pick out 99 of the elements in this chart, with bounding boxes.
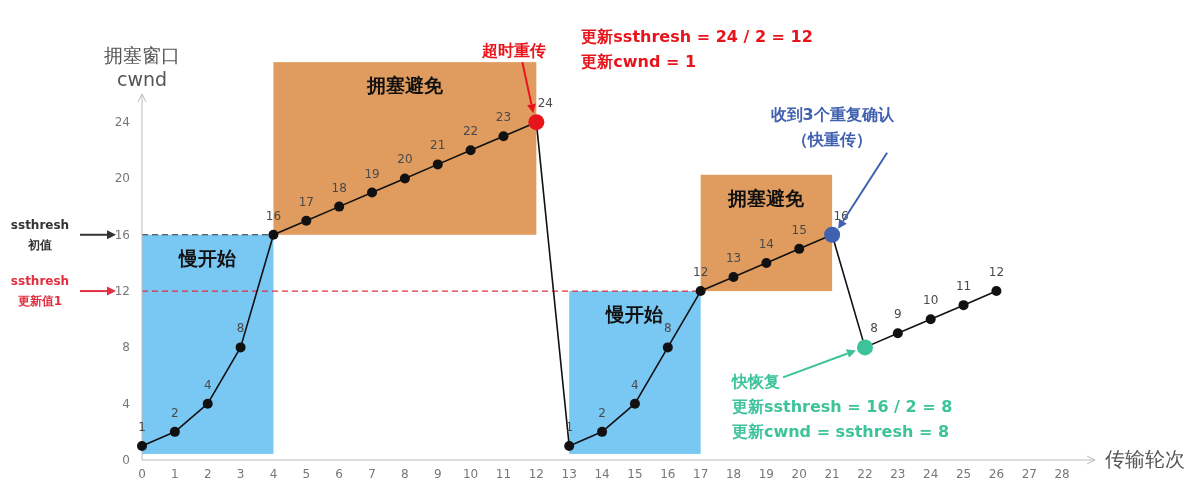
- point: [794, 243, 805, 254]
- point: [695, 286, 706, 297]
- x-tick-label: 13: [561, 467, 577, 481]
- point: [662, 342, 673, 353]
- annotation: 更新ssthresh = 16 / 2 = 8: [731, 397, 953, 417]
- y-tick-label: 8: [122, 340, 130, 355]
- point: [925, 314, 936, 325]
- text: 更新ssthresh = 24 / 2 = 12: [581, 27, 813, 47]
- x-tick-label: 16: [660, 467, 676, 481]
- data-label: 24: [537, 96, 553, 111]
- point: [991, 286, 1002, 297]
- data-label: 1: [565, 419, 574, 434]
- point: [564, 440, 575, 451]
- x-tick-label: 2: [203, 467, 212, 481]
- band-label: 慢开始: [605, 303, 665, 326]
- x-tick-label: 15: [627, 467, 643, 481]
- data-label: 4: [203, 377, 212, 392]
- x-tick-label: 21: [824, 467, 840, 481]
- data-label: 12: [988, 265, 1005, 280]
- point: [334, 201, 345, 212]
- point: [367, 187, 378, 198]
- x-tick-label: 23: [890, 467, 906, 481]
- point: [958, 300, 969, 311]
- data-label: 21: [430, 138, 446, 153]
- point: [399, 173, 410, 184]
- annotation: 快恢复: [730, 372, 780, 392]
- x-tick-label: 1: [171, 467, 179, 481]
- point: [892, 328, 903, 339]
- data-label: 1: [138, 419, 146, 434]
- x-tick-label: 27: [1021, 467, 1037, 481]
- point: [202, 398, 213, 409]
- point: [498, 131, 509, 142]
- x-tick-label: 26: [988, 467, 1005, 481]
- x-tick-label: 0: [138, 467, 146, 481]
- data-label: 17: [298, 194, 314, 209]
- point: [169, 426, 180, 437]
- x-tick-label: 3: [236, 467, 245, 481]
- y-tick-label: 0: [122, 453, 130, 467]
- band-label: 拥塞避免: [365, 74, 444, 97]
- x-tick-label: 5: [302, 467, 311, 481]
- data-label: 11: [955, 279, 972, 294]
- point: [728, 272, 739, 282]
- point: [761, 257, 772, 268]
- x-tick-label: 17: [693, 467, 709, 481]
- data-label: 10: [923, 293, 939, 308]
- point: [137, 440, 147, 451]
- data-label: 9: [894, 307, 902, 322]
- x-tick-label: 19: [758, 467, 775, 481]
- x-tick-label: 22: [857, 467, 873, 481]
- data-label: 8: [663, 321, 672, 336]
- x-tick-label: 9: [433, 467, 442, 481]
- band-label: 拥塞避免: [727, 186, 806, 209]
- point: [432, 159, 443, 170]
- point: [597, 426, 608, 437]
- x-tick-label: 11: [495, 467, 512, 481]
- x-tick-label: 10: [462, 467, 479, 481]
- annotation: 收到3个重复确认（快重传）: [770, 104, 895, 149]
- data-label: 14: [758, 236, 775, 251]
- data-label: 22: [462, 124, 479, 139]
- x-tick-label: 28: [1054, 467, 1070, 481]
- band-label: 慢开始: [178, 246, 238, 269]
- y-tick-label: 24: [114, 115, 130, 130]
- x-axis-title: 传输轮次: [1105, 447, 1185, 471]
- data-label: 19: [364, 166, 380, 181]
- data-label: 23: [495, 110, 512, 125]
- x-tick-label: 6: [335, 467, 343, 481]
- ref-line-label: ssthresh 更新值1: [10, 274, 70, 309]
- point: [268, 229, 279, 240]
- text: 更新cwnd = 1: [581, 52, 697, 72]
- text: 超时重传: [481, 41, 547, 61]
- x-tick-label: 20: [791, 467, 807, 481]
- data-label: 8: [236, 321, 245, 336]
- data-label: 15: [791, 222, 807, 237]
- y-tick-label: 4: [122, 396, 130, 411]
- data-label: 2: [171, 405, 179, 420]
- y-tick-label: 16: [114, 227, 130, 242]
- point: [465, 145, 476, 156]
- data-label: 2: [598, 405, 606, 420]
- data-label: 13: [725, 251, 742, 265]
- y-axis-title: 拥塞窗口 cwnd: [104, 44, 180, 90]
- data-label: 18: [331, 180, 347, 195]
- data-label: 8: [870, 321, 878, 336]
- x-tick-label: 4: [269, 467, 278, 481]
- x-tick-label: 14: [594, 467, 610, 481]
- ref-line-label: ssthresh 初值: [10, 217, 70, 252]
- data-label: 20: [397, 152, 413, 167]
- point: [301, 215, 312, 226]
- x-tick-label: 18: [725, 467, 742, 481]
- point: [629, 398, 640, 409]
- x-tick-label: 7: [368, 467, 376, 481]
- point: [235, 342, 246, 353]
- y-tick-label: 12: [114, 284, 130, 299]
- y-tick-label: 20: [114, 171, 130, 186]
- data-label: 4: [631, 377, 639, 392]
- x-tick-label: 25: [955, 467, 972, 481]
- x-tick-label: 12: [528, 467, 544, 481]
- x-tick-label: 8: [401, 467, 409, 481]
- x-tick-label: 24: [923, 467, 939, 481]
- annotation: 更新cwnd = ssthresh = 8: [731, 422, 950, 442]
